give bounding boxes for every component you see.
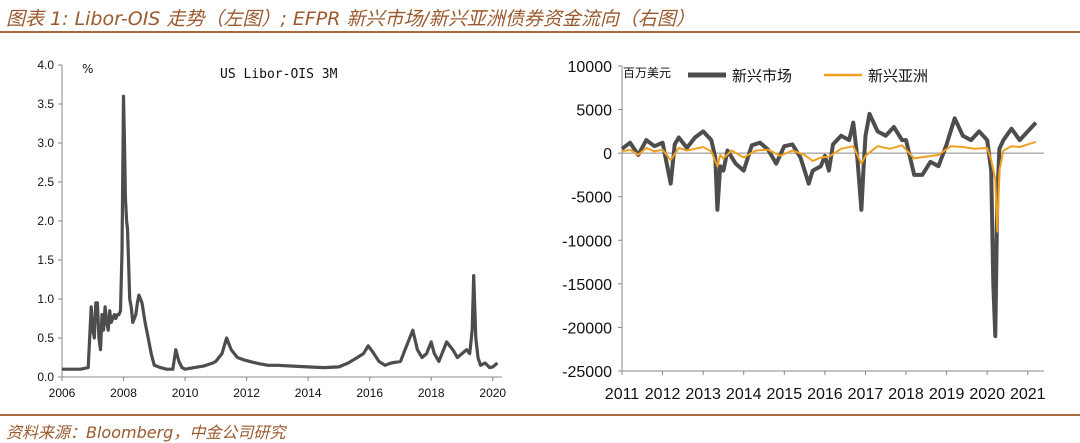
right-unit-label: 百万美元 xyxy=(623,66,671,80)
left-y-tick-label: 4.0 xyxy=(37,58,54,72)
left-x-tick-label: 2012 xyxy=(233,386,260,400)
right-x-tick-label: 2017 xyxy=(848,386,884,403)
left-y-tick-label: 3.0 xyxy=(37,136,54,150)
series-line-libor-ois xyxy=(62,94,499,371)
left-x-tick-label: 2010 xyxy=(172,386,199,400)
legend: 新兴市场 新兴亚洲 xyxy=(688,67,928,85)
right-x-tick-label: 2014 xyxy=(726,386,762,403)
right-y-tick-label: -10000 xyxy=(562,233,612,250)
right-y-tick-label: -15000 xyxy=(562,277,612,294)
left-x-tick-label: 2006 xyxy=(49,386,76,400)
left-unit-label: % xyxy=(82,62,93,76)
right-x-tick-label: 2018 xyxy=(888,386,924,403)
right-x-tick-label: 2015 xyxy=(767,386,803,403)
left-y-tick-label: 1.5 xyxy=(37,253,54,267)
right-x-tick-label: 2019 xyxy=(929,386,965,403)
right-x-tick-label: 2016 xyxy=(807,386,843,403)
right-chart-efpr-flows: 1000050000-5000-10000-15000-20000-25000 … xyxy=(562,59,1045,403)
right-x-tick-label: 2011 xyxy=(605,386,640,403)
source-divider xyxy=(0,414,1080,416)
right-y-tick-label: -25000 xyxy=(562,364,612,381)
left-chart-title: US Libor-OIS 3M xyxy=(220,67,338,82)
left-x-tick-label: 2016 xyxy=(356,386,383,400)
legend-label-em: 新兴市场 xyxy=(732,67,792,85)
title-divider xyxy=(0,31,1080,33)
right-y-tick-label: -20000 xyxy=(562,320,612,337)
left-x-tick-label: 2020 xyxy=(479,386,506,400)
right-y-tick-label: 0 xyxy=(603,146,612,163)
series-line-asia xyxy=(621,140,1037,233)
source-note: 资料来源：Bloomberg，中金公司研究 xyxy=(6,423,286,442)
series-line-em xyxy=(620,111,1038,339)
left-y-tick-label: 0.5 xyxy=(37,331,54,345)
left-y-tick-label: 2.5 xyxy=(37,175,54,189)
legend-label-asia: 新兴亚洲 xyxy=(868,67,928,85)
right-x-tick-label: 2012 xyxy=(645,386,681,403)
left-y-tick-label: 0.0 xyxy=(37,370,54,384)
figure-title: 图表 1: Libor-OIS 走势（左图）; EFPR 新兴市场/新兴亚洲债券… xyxy=(6,8,695,30)
left-y-tick-label: 1.0 xyxy=(37,292,54,306)
left-y-tick-label: 3.5 xyxy=(37,97,54,111)
right-x-tick-label: 2021 xyxy=(1010,386,1046,403)
right-y-tick-label: 5000 xyxy=(576,103,612,120)
right-x-tick-label: 2013 xyxy=(685,386,721,403)
right-y-tick-label: 10000 xyxy=(568,59,613,76)
left-chart-libor-ois: 0.0 0.5 1.0 1.5 2.0 2.5 3.0 3.5 4.0 2006 2008 2010… xyxy=(37,58,506,400)
right-x-tick-label: 2020 xyxy=(969,386,1005,403)
left-x-tick-label: 2008 xyxy=(110,386,137,400)
right-y-tick-label: -5000 xyxy=(571,190,612,207)
left-y-tick-label: 2.0 xyxy=(37,214,54,228)
left-x-tick-label: 2014 xyxy=(295,386,322,400)
left-x-tick-label: 2018 xyxy=(418,386,445,400)
